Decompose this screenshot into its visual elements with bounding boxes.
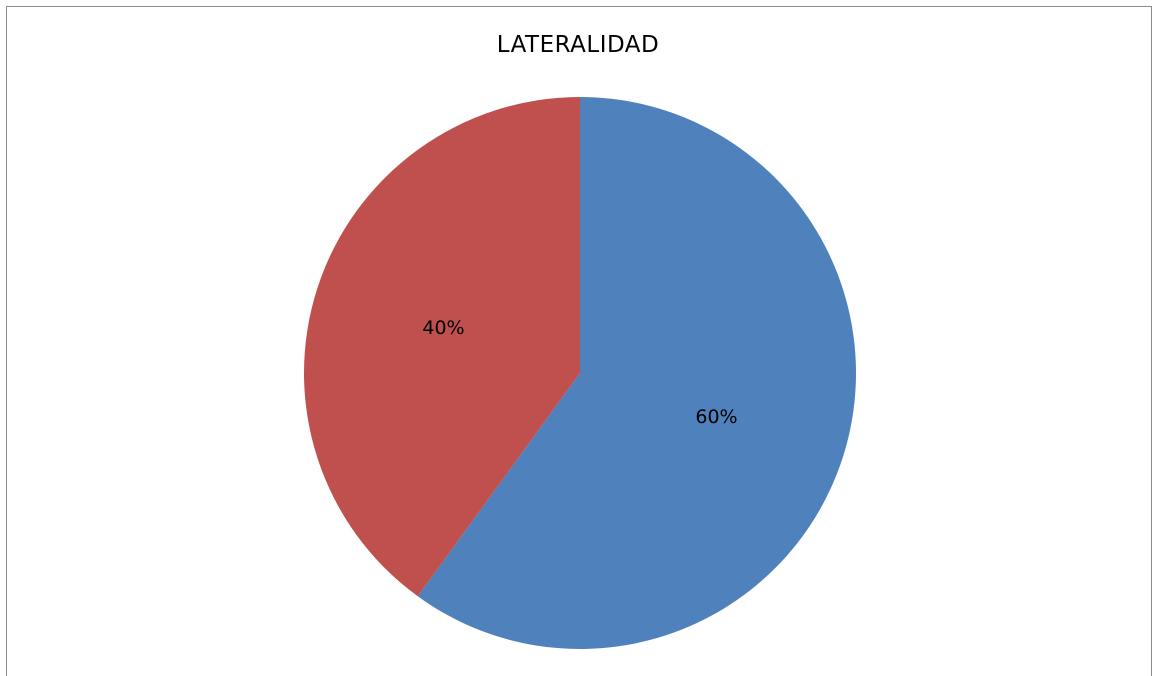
chart-title: LATERALIDAD	[496, 32, 660, 58]
pie-slice-2	[303, 97, 580, 597]
pie-slice-1	[417, 97, 856, 649]
slice-label-1: 60%	[695, 406, 737, 428]
slice-label-2: 40%	[422, 317, 464, 339]
